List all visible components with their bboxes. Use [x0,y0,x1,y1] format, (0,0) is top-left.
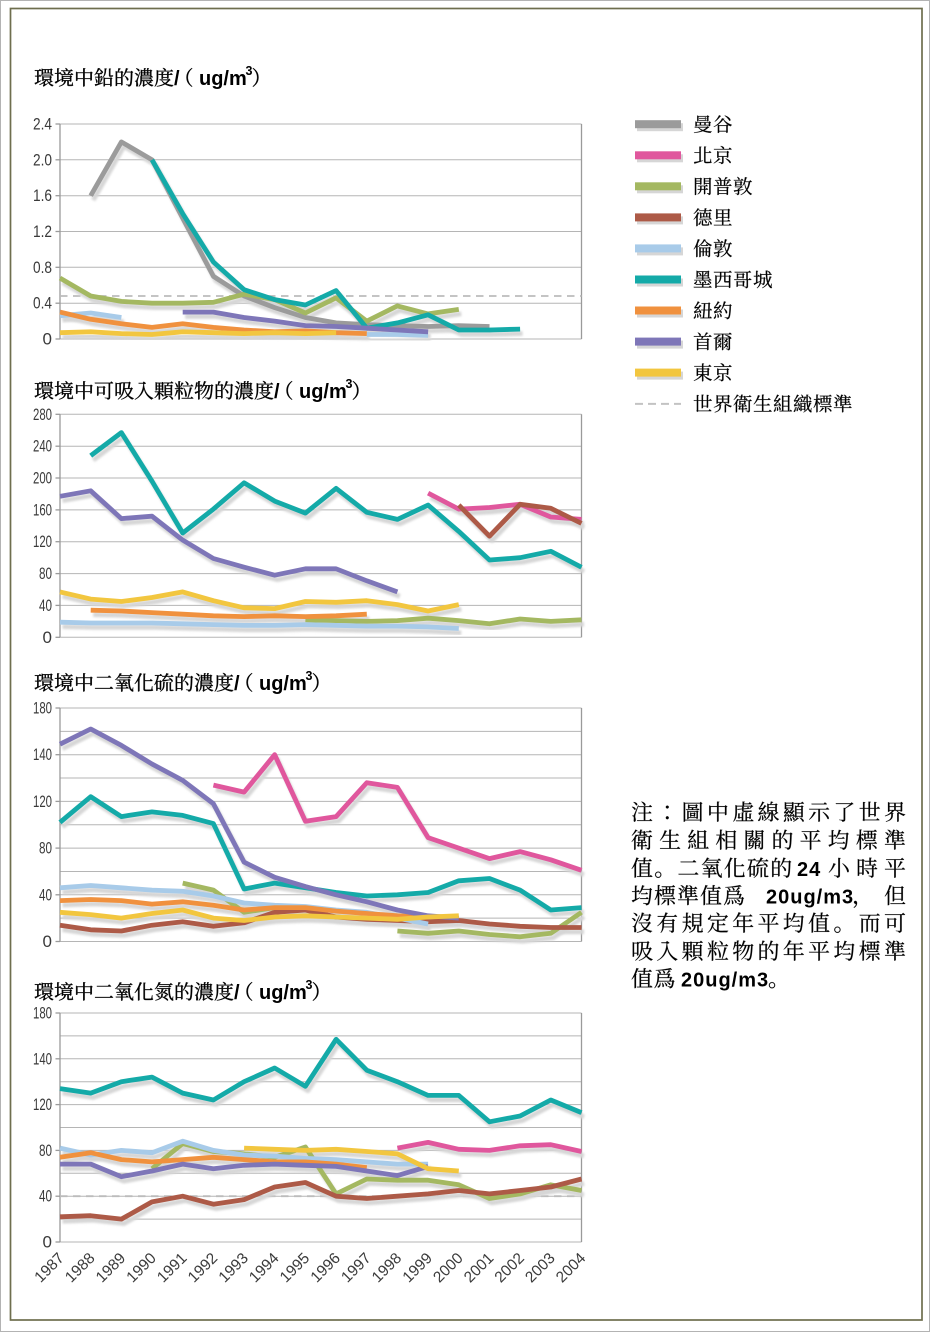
svg-text:40: 40 [39,1187,52,1206]
svg-text:160: 160 [33,500,52,519]
svg-text:ug/m: ug/m [199,68,247,90]
svg-text:80: 80 [39,1141,52,1160]
svg-text:200: 200 [33,469,52,488]
svg-text:ug/m: ug/m [299,381,347,403]
svg-text:/: / [174,68,180,90]
svg-text:3: 3 [346,377,353,391]
svg-text:0: 0 [43,330,52,349]
svg-text:3: 3 [306,978,313,992]
svg-text:0: 0 [43,1233,52,1252]
svg-text:ug/m: ug/m [259,982,307,1004]
svg-text:ug/m: ug/m [259,673,307,695]
svg-text:20ug/m3: 20ug/m3 [766,887,854,909]
svg-text:120: 120 [33,792,52,811]
svg-text:140: 140 [33,745,52,764]
svg-text:3: 3 [246,64,253,78]
svg-text:0: 0 [43,628,52,647]
svg-text:/: / [234,673,240,695]
svg-text:280: 280 [33,405,52,424]
svg-text:2.0: 2.0 [33,150,52,169]
svg-text:120: 120 [33,1095,52,1114]
svg-text:1.2: 1.2 [33,222,52,241]
svg-text:0.8: 0.8 [33,258,52,277]
svg-text:24: 24 [797,859,821,881]
svg-text:0: 0 [43,932,52,951]
svg-text:40: 40 [39,596,52,615]
svg-text:0.4: 0.4 [33,294,52,313]
svg-text:80: 80 [39,564,52,583]
svg-text:140: 140 [33,1049,52,1068]
svg-text:120: 120 [33,532,52,551]
svg-text:1.6: 1.6 [33,186,52,205]
svg-text:180: 180 [33,699,52,718]
svg-text:/: / [234,982,240,1004]
svg-text:80: 80 [39,839,52,858]
svg-text:3: 3 [306,669,313,683]
svg-text:20ug/m3: 20ug/m3 [681,970,769,992]
svg-text:180: 180 [33,1004,52,1023]
svg-text:2.4: 2.4 [33,115,52,134]
svg-text:/: / [274,381,280,403]
svg-text:240: 240 [33,437,52,456]
svg-text:40: 40 [39,885,52,904]
